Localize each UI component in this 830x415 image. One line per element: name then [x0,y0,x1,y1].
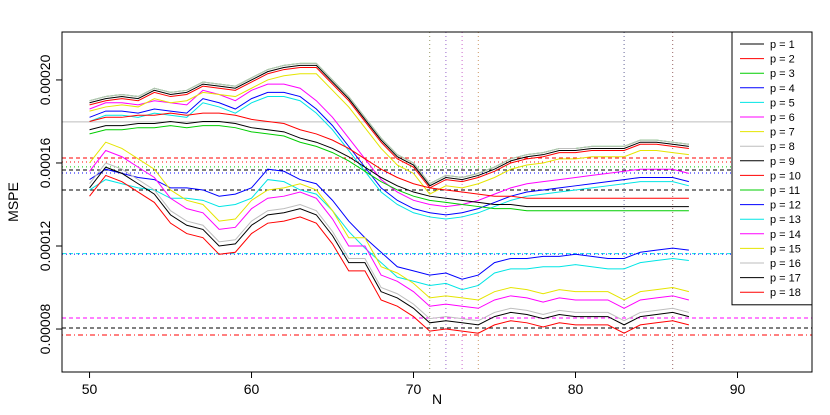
x-tick-label: 90 [730,381,746,397]
series-line [89,96,690,220]
series-line [89,112,689,199]
legend-label: p = 3 [770,68,795,80]
series-line [89,91,690,216]
legend-label: p = 14 [770,229,801,241]
series-line [89,125,689,212]
legend-label: p = 10 [770,170,801,182]
series-line [89,149,690,309]
legend-label: p = 8 [770,141,795,153]
legend: p = 1 p = 2 p = 3 p = 4 p = 5 p = 6 p = 7 p = 8… [731,31,813,306]
plot-lines [89,62,690,334]
series-line [89,120,689,208]
legend-label: p = 17 [770,273,801,285]
x-tick-label: 60 [244,381,260,397]
legend-label: p = 13 [770,214,801,226]
legend-label: p = 15 [770,243,801,255]
y-tick-label: 0.00020 [37,54,53,105]
legend-label: p = 7 [770,127,795,139]
series-line [89,64,689,187]
x-tick-label: 70 [406,381,422,397]
y-tick-label: 0.00012 [37,220,53,271]
x-tick-label: 50 [82,381,98,397]
legend-box [731,31,813,306]
y-axis-label: MSPE [5,182,21,222]
legend-label: p = 6 [770,112,795,124]
legend-label: p = 2 [770,54,795,66]
legend-label: p = 4 [770,83,795,95]
series-line [89,162,690,322]
series-line [89,62,689,185]
x-axis-label: N [432,391,442,407]
series-line [89,168,689,280]
legend-label: p = 12 [770,200,801,212]
legend-label: p = 16 [770,258,801,270]
series-line [89,73,689,195]
legend-label: p = 18 [770,287,801,299]
y-tick-label: 0.00016 [37,137,53,188]
plot-frame [61,31,813,373]
series-line [89,62,689,185]
legend-label: p = 5 [770,97,795,109]
legend-label: p = 1 [770,39,795,51]
series-line [89,66,689,189]
series-line [89,141,690,301]
legend-label: p = 11 [770,185,800,197]
legend-label: p = 9 [770,156,795,168]
y-tick-label: 0.00008 [37,304,53,355]
series-line [89,166,690,326]
x-tick-label: 80 [568,381,584,397]
series-line [89,174,690,334]
